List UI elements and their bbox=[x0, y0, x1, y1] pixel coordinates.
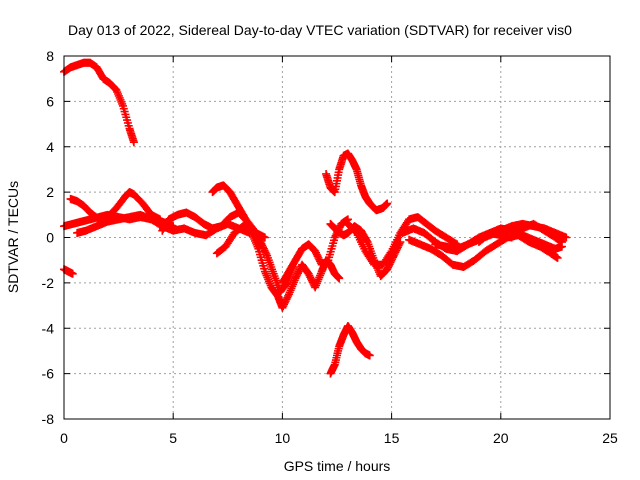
data-point bbox=[365, 351, 374, 360]
data-point bbox=[68, 269, 77, 278]
x-tick-label: 25 bbox=[602, 430, 618, 446]
series-arc-18 bbox=[326, 321, 374, 378]
data-point bbox=[362, 236, 371, 245]
series-arc-17 bbox=[474, 224, 566, 253]
x-tick-label: 15 bbox=[384, 430, 400, 446]
data-points bbox=[60, 58, 571, 378]
y-tick-label: 8 bbox=[46, 48, 54, 64]
x-axis-label: GPS time / hours bbox=[284, 458, 391, 474]
data-point bbox=[383, 199, 392, 208]
series-arc-5 bbox=[73, 210, 254, 240]
series-arc-11 bbox=[322, 149, 392, 215]
data-point bbox=[129, 138, 138, 147]
series-arc-9 bbox=[247, 228, 344, 312]
chart-title: Day 013 of 2022, Sidereal Day-to-day VTE… bbox=[68, 22, 572, 38]
series-arc-7 bbox=[208, 181, 265, 249]
data-point bbox=[335, 274, 344, 283]
y-tick-label: 4 bbox=[46, 139, 54, 155]
data-point bbox=[284, 291, 293, 300]
series-arc-2 bbox=[60, 265, 77, 278]
y-tick-label: -2 bbox=[42, 275, 55, 291]
data-point bbox=[260, 233, 269, 242]
y-tick-label: 0 bbox=[46, 230, 54, 246]
axis-ticks bbox=[63, 55, 611, 420]
y-tick-label: -4 bbox=[42, 320, 55, 336]
data-point bbox=[553, 253, 562, 262]
series-arc-1 bbox=[60, 58, 138, 147]
data-point bbox=[562, 233, 571, 242]
y-tick-label: -6 bbox=[42, 366, 55, 382]
y-tick-label: 6 bbox=[46, 93, 54, 109]
y-tick-label: 2 bbox=[46, 184, 54, 200]
tick-labels: 0 5 10 15 20 25 -8 -6 -4 -2 0 2 4 6 8 bbox=[42, 48, 618, 446]
x-tick-label: 5 bbox=[169, 430, 177, 446]
x-tick-label: 10 bbox=[275, 430, 291, 446]
x-tick-label: 20 bbox=[493, 430, 509, 446]
y-tick-label: -8 bbox=[42, 411, 55, 427]
data-point bbox=[557, 242, 566, 251]
series-arc-13 bbox=[343, 213, 462, 269]
x-tick-label: 0 bbox=[60, 430, 68, 446]
y-axis-label: SDTVAR / TECUs bbox=[5, 181, 21, 293]
